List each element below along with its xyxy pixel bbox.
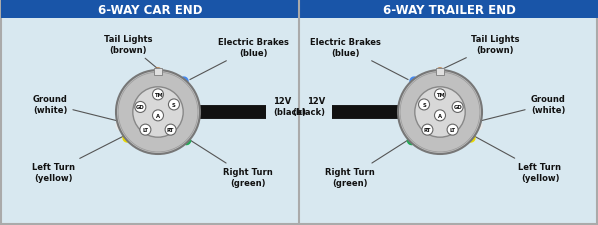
Circle shape <box>133 87 183 138</box>
Circle shape <box>398 71 482 154</box>
Bar <box>300 1 598 19</box>
Circle shape <box>152 90 163 100</box>
Text: TM: TM <box>154 92 163 97</box>
Circle shape <box>152 110 163 121</box>
Text: TM: TM <box>435 92 444 97</box>
Text: LT: LT <box>142 128 148 133</box>
Circle shape <box>116 71 200 154</box>
Text: S: S <box>422 102 426 108</box>
Text: A: A <box>438 113 442 118</box>
Text: GD: GD <box>453 105 462 110</box>
Text: S: S <box>172 102 176 108</box>
Text: Left Turn
(yellow): Left Turn (yellow) <box>474 136 562 182</box>
Circle shape <box>435 90 446 100</box>
Text: RT: RT <box>424 128 431 133</box>
Text: Ground
(white): Ground (white) <box>480 95 566 122</box>
Text: 12V
(black): 12V (black) <box>273 97 306 116</box>
Text: LT: LT <box>450 128 456 133</box>
Text: Tail Lights
(brown): Tail Lights (brown) <box>103 35 157 69</box>
Circle shape <box>165 125 176 135</box>
Circle shape <box>447 125 458 135</box>
Text: GD: GD <box>136 105 145 110</box>
Circle shape <box>452 102 463 113</box>
Text: Left Turn
(yellow): Left Turn (yellow) <box>32 136 124 182</box>
Text: 6-WAY CAR END: 6-WAY CAR END <box>97 3 202 16</box>
Text: 12V
(black): 12V (black) <box>292 97 325 116</box>
Bar <box>154 69 162 76</box>
Text: Electric Brakes
(blue): Electric Brakes (blue) <box>310 38 408 80</box>
Text: Tail Lights
(brown): Tail Lights (brown) <box>444 35 519 69</box>
Bar <box>436 69 444 76</box>
Text: Right Turn
(green): Right Turn (green) <box>190 140 273 187</box>
Text: Electric Brakes
(blue): Electric Brakes (blue) <box>190 38 288 80</box>
Circle shape <box>135 102 146 113</box>
Bar <box>1 1 298 19</box>
Circle shape <box>169 99 179 110</box>
Text: A: A <box>156 113 160 118</box>
Circle shape <box>140 125 151 135</box>
Text: Right Turn
(green): Right Turn (green) <box>325 140 408 187</box>
Circle shape <box>415 87 465 138</box>
Circle shape <box>419 99 429 110</box>
Circle shape <box>435 110 446 121</box>
Circle shape <box>422 125 433 135</box>
Text: Ground
(white): Ground (white) <box>32 95 118 122</box>
Text: 6-WAY TRAILER END: 6-WAY TRAILER END <box>383 3 515 16</box>
Text: RT: RT <box>167 128 174 133</box>
